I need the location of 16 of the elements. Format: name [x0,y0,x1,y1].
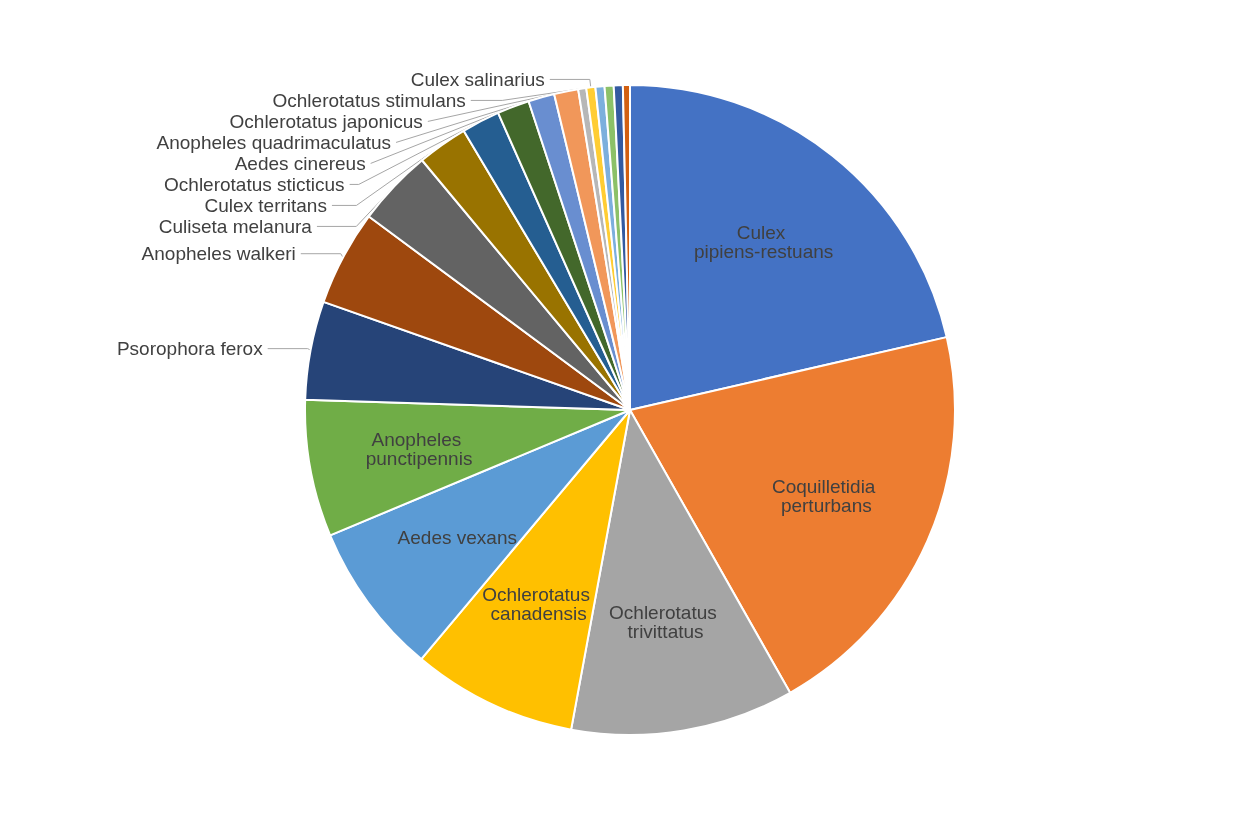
slice-label: Aedes cinereus [234,152,366,174]
slice-label: Anopheles quadrimaculatus [156,131,392,153]
slice-label: Culex pipiens-restuans [693,222,834,263]
slice-label: Ochlerotatus canadensis [482,584,596,625]
slice-label: Ochlerotatus sticticus [164,173,345,195]
slice-label: Culex salinarius [410,68,545,90]
slice-label: Anopheles punctipennis [365,428,473,469]
slice-label: Culex territans [204,194,327,216]
slice-label: Ochlerotatus japonicus [229,110,423,132]
slice-label: Psorophora ferox [116,338,264,360]
slice-label: Ochlerotatus trivittatus [609,601,723,642]
slice-label: Anopheles walkeri [141,243,296,265]
slice-label: Coquilletidia perturbans [771,476,881,517]
slice-label: Aedes vexans [397,526,517,548]
slice-label: Culiseta melanura [158,215,313,237]
slice-label: Ochlerotatus stimulans [272,89,466,111]
